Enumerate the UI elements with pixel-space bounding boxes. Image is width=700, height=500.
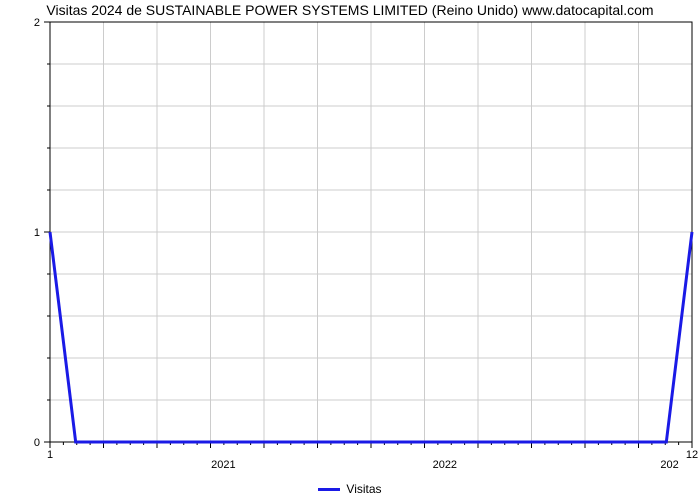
chart-plot: 01211220212022202	[0, 0, 700, 500]
svg-text:12: 12	[686, 449, 698, 461]
legend-label: Visitas	[346, 482, 381, 496]
svg-text:0: 0	[34, 437, 40, 449]
svg-text:202: 202	[660, 459, 678, 471]
svg-text:1: 1	[34, 227, 40, 239]
chart-legend: Visitas	[0, 482, 700, 496]
chart-title: Visitas 2024 de SUSTAINABLE POWER SYSTEM…	[0, 2, 700, 18]
svg-text:1: 1	[47, 449, 53, 461]
svg-text:2: 2	[34, 17, 40, 29]
chart-container: Visitas 2024 de SUSTAINABLE POWER SYSTEM…	[0, 0, 700, 500]
svg-text:2021: 2021	[211, 459, 235, 471]
legend-swatch	[318, 488, 340, 491]
svg-text:2022: 2022	[433, 459, 457, 471]
